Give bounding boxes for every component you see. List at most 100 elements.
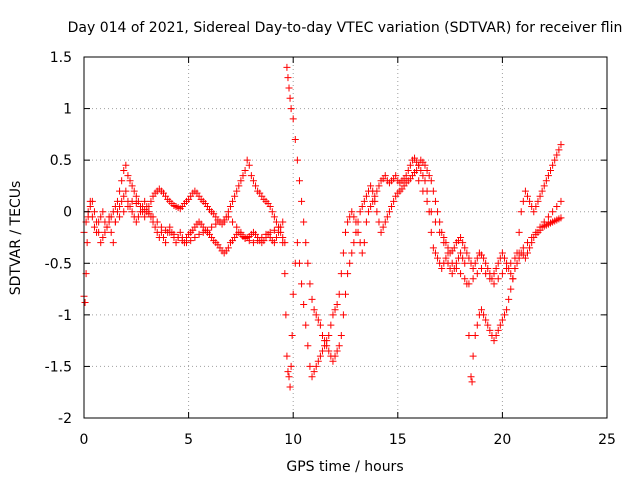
data-point: [300, 218, 308, 226]
data-point: [346, 259, 354, 267]
data-point: [308, 373, 316, 381]
x-tick-label: 5: [184, 432, 193, 448]
data-point: [90, 208, 98, 216]
data-point: [113, 197, 121, 205]
data-point: [318, 331, 326, 339]
data-point: [511, 264, 519, 272]
data-point: [515, 228, 523, 236]
data-point: [166, 228, 174, 236]
data-point: [496, 321, 504, 329]
data-point: [482, 270, 490, 278]
data-point: [465, 254, 473, 262]
data-point: [145, 203, 153, 211]
data-point: [233, 187, 241, 195]
data-point: [544, 172, 552, 180]
data-point: [141, 197, 149, 205]
data-point: [526, 197, 534, 205]
data-point: [103, 223, 111, 231]
data-point: [283, 63, 291, 71]
data-point: [540, 182, 548, 190]
data-point: [354, 218, 362, 226]
data-point: [293, 156, 301, 164]
data-point: [457, 270, 465, 278]
data-point: [434, 254, 442, 262]
data-point: [109, 239, 117, 247]
data-point: [306, 280, 314, 288]
data-point: [381, 172, 389, 180]
data-point: [367, 203, 375, 211]
data-point: [134, 213, 142, 221]
data-point: [116, 187, 124, 195]
data-point: [262, 230, 270, 238]
data-point: [431, 249, 439, 257]
y-tick-label: -1.5: [45, 359, 72, 375]
data-point: [536, 223, 544, 231]
data-point: [120, 192, 128, 200]
y-tick-label: -1: [58, 308, 72, 324]
data-points: [80, 63, 565, 391]
data-point: [538, 187, 546, 195]
data-point: [247, 172, 255, 180]
data-point: [249, 177, 257, 185]
data-point: [388, 203, 396, 211]
data-point: [358, 249, 366, 257]
data-point: [360, 197, 368, 205]
data-point: [88, 197, 96, 205]
data-point: [555, 146, 563, 154]
data-point: [279, 234, 287, 241]
data-point: [406, 161, 414, 169]
data-point: [379, 223, 387, 231]
data-point: [528, 234, 536, 241]
data-point: [295, 259, 303, 267]
data-point: [314, 316, 322, 324]
x-tick-labels: 0 5 10 15 20 25: [80, 432, 616, 448]
data-point: [473, 321, 481, 329]
data-point: [344, 218, 352, 226]
data-point: [289, 290, 297, 298]
data-point: [532, 228, 540, 236]
data-point: [356, 208, 364, 216]
data-point: [284, 74, 292, 82]
data-point: [237, 177, 245, 185]
data-point: [310, 368, 318, 376]
data-point: [220, 216, 228, 224]
data-point: [199, 228, 207, 236]
data-point: [233, 223, 241, 231]
data-point: [286, 383, 294, 391]
data-point: [461, 275, 469, 283]
data-point: [490, 270, 498, 278]
data-point: [519, 244, 527, 252]
data-point: [551, 156, 559, 164]
data-point: [469, 264, 477, 272]
data-point: [229, 218, 237, 226]
data-point: [287, 362, 295, 370]
data-point: [306, 362, 314, 370]
data-point: [258, 234, 266, 241]
data-point: [477, 306, 485, 314]
data-point: [375, 182, 383, 190]
data-point: [159, 234, 167, 241]
x-axis-label: GPS time / hours: [286, 459, 403, 475]
data-point: [507, 259, 515, 267]
data-point: [469, 275, 477, 283]
data-point: [329, 311, 337, 319]
x-tick-label: 0: [80, 432, 89, 448]
data-point: [553, 151, 561, 159]
data-point: [348, 208, 356, 216]
data-point: [329, 357, 337, 365]
data-point: [465, 331, 473, 339]
data-point: [86, 203, 94, 211]
data-point: [245, 237, 253, 245]
data-point: [118, 177, 126, 185]
data-point: [507, 285, 515, 293]
data-point: [224, 213, 232, 221]
data-point: [427, 228, 435, 236]
data-point: [480, 311, 488, 319]
data-point: [226, 203, 234, 211]
data-point: [132, 192, 140, 200]
data-point: [162, 226, 170, 234]
data-point: [350, 213, 358, 221]
data-point: [147, 197, 155, 205]
data-point: [486, 326, 494, 334]
